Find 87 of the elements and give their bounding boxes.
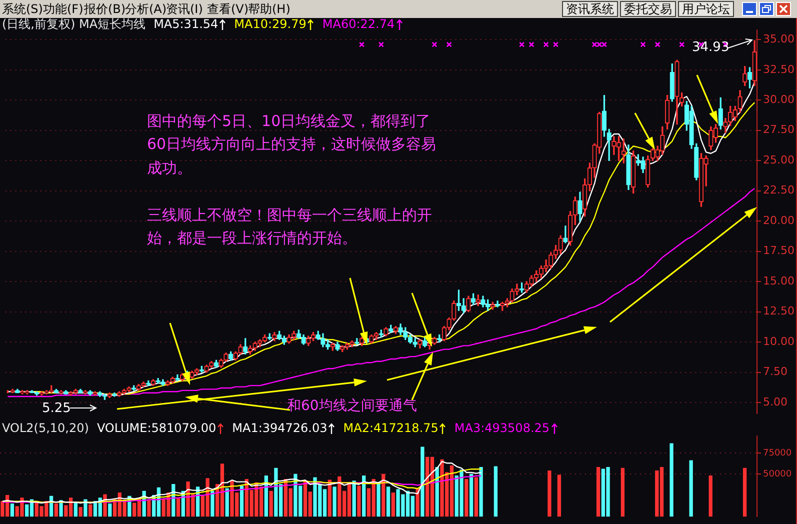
bar: [108, 504, 112, 517]
point: [654, 42, 660, 48]
legend-label: MA5:31.54: [154, 17, 220, 31]
legend-label: MA10:29.79: [234, 17, 308, 31]
y-tick-label: 7.50: [763, 365, 788, 378]
bar: [708, 476, 712, 517]
y-tick-label: 30.00: [763, 93, 794, 106]
bar: [670, 443, 674, 517]
y-tick-label: 32.50: [763, 62, 794, 76]
bar: [78, 506, 82, 517]
bar: [84, 499, 88, 517]
legend-label: VOLUME:581079.00: [96, 421, 218, 435]
legend-label: MA60:22.74: [322, 17, 396, 31]
point: [528, 42, 534, 48]
annotation: 34.93: [692, 40, 730, 55]
bar: [376, 482, 380, 517]
bar: [474, 477, 478, 517]
bar: [88, 504, 92, 517]
bar: [362, 476, 366, 517]
text: 分析(A): [125, 1, 167, 18]
text: 功能(F): [43, 1, 84, 18]
bar: [420, 446, 424, 517]
point: [432, 42, 438, 48]
text: 查看(V): [207, 1, 249, 18]
y-tick-label: 17.50: [763, 244, 794, 258]
y-tick-label: 15.00: [763, 274, 794, 288]
bar: [10, 504, 14, 517]
bar: [147, 500, 151, 517]
point: [679, 42, 685, 48]
bar: [464, 478, 468, 517]
text: 委托交易: [620, 1, 676, 17]
bar: [479, 467, 483, 517]
text: 报价(B): [84, 1, 126, 18]
point: [596, 42, 602, 48]
bar: [269, 490, 273, 517]
annotation: 图中的每个5日、10日均线金叉，都得到了60日均线方向向上的支持，这时候做多容易成功。: [147, 111, 438, 178]
point: [519, 42, 525, 48]
bar: [225, 488, 229, 517]
bar: [332, 486, 336, 517]
legend-label: MA2:417218.75: [343, 421, 440, 435]
point: [592, 42, 598, 48]
point: [378, 42, 384, 48]
bar: [240, 486, 244, 517]
text: 用户论坛: [678, 1, 734, 17]
text: 资讯(I): [166, 1, 203, 18]
bar: [357, 486, 361, 517]
y-tick-label: 75000: [763, 448, 792, 458]
point: [601, 42, 608, 48]
y-tick-label: 20.00: [763, 214, 794, 227]
bar: [742, 468, 747, 517]
bar: [596, 467, 600, 517]
y-tick-label: 22.50: [763, 184, 794, 197]
y-tick-label: 25.00: [763, 153, 794, 166]
y-tick-label: 27.50: [763, 123, 794, 136]
bar: [689, 460, 693, 517]
y-tick-label: 12.50: [763, 304, 794, 318]
bar: [210, 490, 214, 517]
point: [640, 42, 646, 48]
point: [446, 42, 452, 48]
bar: [391, 492, 395, 517]
bar: [557, 474, 562, 517]
point: [358, 42, 365, 48]
annotation: 三线顺上不做空！图中每一个三线顺上的开始，都是一段上涨行情的开始。: [147, 205, 433, 250]
chart-title: VOL2(5,10,20): [2, 421, 89, 435]
bar: [352, 480, 356, 517]
point: [552, 42, 559, 48]
bar: [416, 488, 420, 517]
text: 系统(S): [2, 1, 43, 18]
bar: [386, 486, 390, 517]
point: [543, 42, 549, 48]
annotation: 5.25: [42, 401, 71, 416]
y-tick-label: 35.00: [763, 32, 794, 46]
annotation: 和60均线之间要通气: [287, 397, 418, 416]
y-tick-label: 10.00: [763, 334, 794, 348]
bar: [620, 468, 625, 517]
bar: [494, 466, 498, 517]
bar: [176, 498, 180, 517]
chart-title: (日线,前复权) MA短长均线: [2, 17, 146, 31]
legend-label: MA1:394726.03: [232, 421, 328, 435]
y-tick-label: 50000: [763, 470, 792, 480]
bar: [548, 470, 552, 517]
bar: [469, 474, 474, 517]
text: 帮助(H): [248, 1, 290, 18]
text: 资讯系统: [562, 1, 618, 17]
bar: [54, 504, 58, 517]
legend-label: MA3:493508.25: [454, 421, 551, 435]
y-tick-label: 5.00: [763, 395, 788, 408]
